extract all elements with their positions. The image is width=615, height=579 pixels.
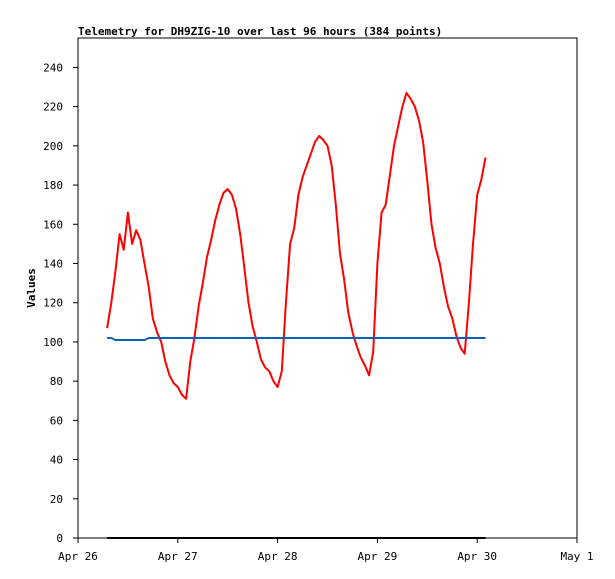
y-tick-label: 80 — [50, 375, 63, 388]
x-axis: Apr 26 Apr 27 Apr 28 Apr 29 Apr 30 May 1 — [58, 538, 594, 563]
y-tick-label: 40 — [50, 454, 63, 467]
series-layer — [106, 91, 487, 539]
y-tick-label: 180 — [43, 179, 63, 192]
plot-frame — [77, 37, 578, 539]
y-tick-label: 240 — [43, 61, 63, 74]
series-line-1 — [106, 91, 487, 400]
y-tick-label: 0 — [56, 532, 63, 545]
x-tick-label: Apr 27 — [158, 550, 198, 563]
y-tick-label: 60 — [50, 414, 63, 427]
chart-title: Telemetry for DH9ZIG-10 over last 96 hou… — [78, 25, 442, 38]
x-tick-label: May 1 — [560, 550, 593, 563]
series-line-2 — [107, 337, 486, 341]
x-tick-label: Apr 29 — [358, 550, 398, 563]
y-tick-label: 200 — [43, 140, 63, 153]
y-tick-label: 100 — [43, 336, 63, 349]
y-tick-label: 220 — [43, 101, 63, 114]
y-tick-label: 140 — [43, 257, 63, 270]
y-axis: 0 20 40 60 80 100 120 140 160 180 200 220 240 — [43, 61, 78, 545]
y-tick-label: 120 — [43, 297, 63, 310]
y-axis-label: Values — [25, 268, 38, 308]
x-tick-label: Apr 26 — [58, 550, 98, 563]
x-tick-label: Apr 28 — [258, 550, 298, 563]
y-tick-label: 20 — [50, 493, 63, 506]
x-tick-label: Apr 30 — [457, 550, 497, 563]
y-tick-label: 160 — [43, 218, 63, 231]
